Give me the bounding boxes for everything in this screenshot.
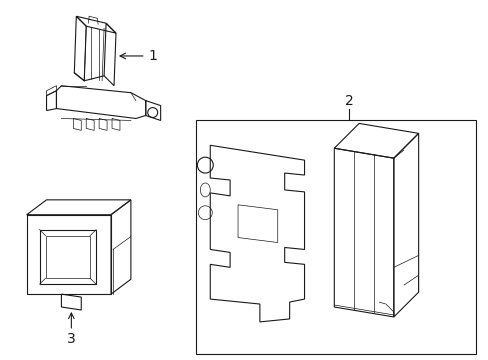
Text: 2: 2 — [344, 94, 353, 108]
Text: 1: 1 — [148, 49, 157, 63]
Bar — [196, 121, 475, 354]
Text: 3: 3 — [67, 332, 76, 346]
